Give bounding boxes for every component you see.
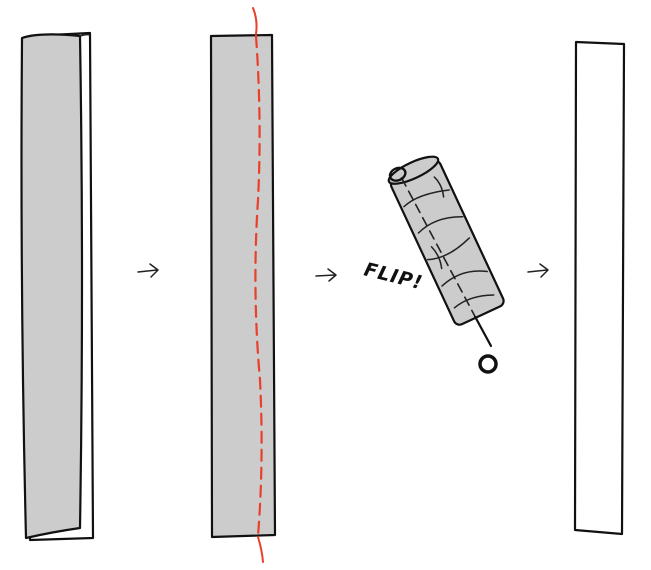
tube-top-opening	[387, 155, 440, 185]
tube-wrinkles	[403, 176, 495, 309]
strip-2-fabric	[209, 33, 277, 539]
step-3-turned-tube	[387, 155, 505, 348]
turner-handle-ring	[478, 354, 498, 374]
step-1-folded-strip	[20, 31, 95, 542]
strip-1-fold-line	[79, 33, 91, 37]
arrow-1-icon	[137, 263, 159, 278]
turner-wire-inside	[400, 177, 477, 318]
strip-2-seam-overhang-bottom	[257, 536, 264, 563]
step-2-stitched-strip	[209, 7, 277, 563]
turner-wire-outside	[474, 315, 493, 348]
step-4-finished-strip	[573, 40, 626, 536]
strip-2-seam-overhang-top	[252, 7, 258, 35]
tube-body	[389, 159, 505, 326]
flip-label: FLIP!	[362, 259, 425, 295]
strip-1-fabric	[20, 33, 84, 540]
strip-2-seam	[254, 34, 263, 538]
arrow-2-icon	[315, 268, 337, 282]
strip-4-fabric	[573, 40, 626, 536]
turner-ring-top	[388, 166, 407, 182]
arrow-3-icon	[527, 263, 549, 278]
